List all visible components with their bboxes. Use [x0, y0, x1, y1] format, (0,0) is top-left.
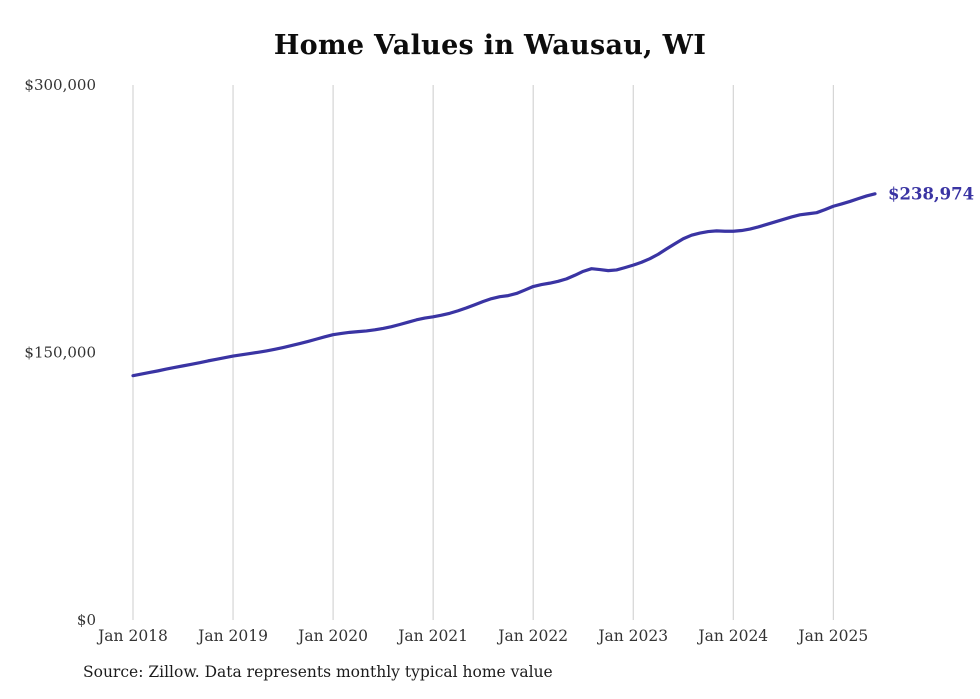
- x-tick-label: Jan 2022: [496, 627, 568, 645]
- y-tick-label: $150,000: [24, 344, 96, 362]
- source-note: Source: Zillow. Data represents monthly …: [83, 663, 553, 681]
- home-value-series-line: [131, 192, 877, 378]
- x-tick-label: Jan 2020: [296, 627, 368, 645]
- x-tick-label: Jan 2023: [596, 627, 668, 645]
- y-tick-label: $300,000: [24, 76, 96, 94]
- x-tick-label: Jan 2018: [96, 627, 168, 645]
- y-tick-label: $0: [77, 611, 96, 629]
- x-tick-label: Jan 2025: [796, 627, 868, 645]
- x-tick-label: Jan 2021: [396, 627, 468, 645]
- end-value-label: $238,974: [888, 184, 974, 203]
- x-tick-label: Jan 2024: [696, 627, 768, 645]
- chart-title: Home Values in Wausau, WI: [273, 30, 707, 61]
- x-tick-label: Jan 2019: [196, 627, 268, 645]
